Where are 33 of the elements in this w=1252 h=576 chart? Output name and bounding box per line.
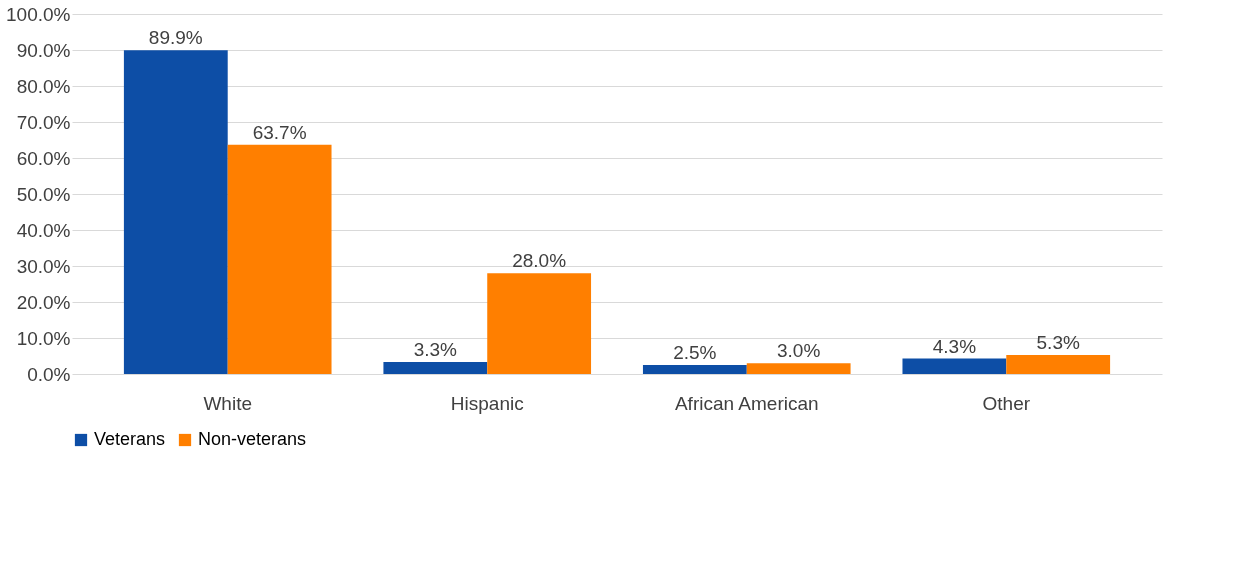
y-tick-label: 60.0%	[16, 147, 71, 169]
x-tick-label: African American	[674, 392, 819, 414]
bar	[123, 50, 228, 374]
bar	[902, 358, 1007, 374]
bar	[1006, 354, 1111, 374]
text: 3.0%	[777, 340, 821, 362]
bar	[642, 365, 747, 374]
text: 5.3%	[1036, 331, 1080, 353]
legend-label: Non-veterans	[198, 429, 307, 449]
y-tick-label: 0.0%	[27, 363, 71, 385]
bar	[227, 144, 332, 374]
y-tick-label: 80.0%	[16, 75, 71, 97]
x-tick-label: Other	[982, 392, 1031, 414]
y-tick-label: 40.0%	[16, 219, 71, 241]
text: 28.0%	[512, 250, 567, 272]
x-tick-label: White	[203, 392, 252, 414]
y-tick-label: 10.0%	[16, 327, 71, 349]
y-tick-label: 100.0%	[6, 3, 71, 25]
y-tick-label: 50.0%	[16, 183, 71, 205]
text: 4.3%	[932, 335, 977, 357]
text: 3.3%	[413, 339, 457, 361]
bar	[383, 362, 488, 374]
legend-label: Veterans	[94, 429, 166, 449]
y-tick-label: 90.0%	[16, 39, 71, 61]
y-tick-label: 20.0%	[16, 291, 71, 313]
y-tick-label: 70.0%	[16, 111, 71, 133]
text: 2.5%	[673, 342, 717, 363]
x-tick-label: Hispanic	[450, 392, 524, 414]
y-tick-label: 30.0%	[16, 255, 71, 277]
bar	[746, 363, 851, 374]
text: 89.9%	[148, 27, 203, 49]
bar	[487, 273, 592, 374]
text: 63.7%	[252, 121, 307, 143]
